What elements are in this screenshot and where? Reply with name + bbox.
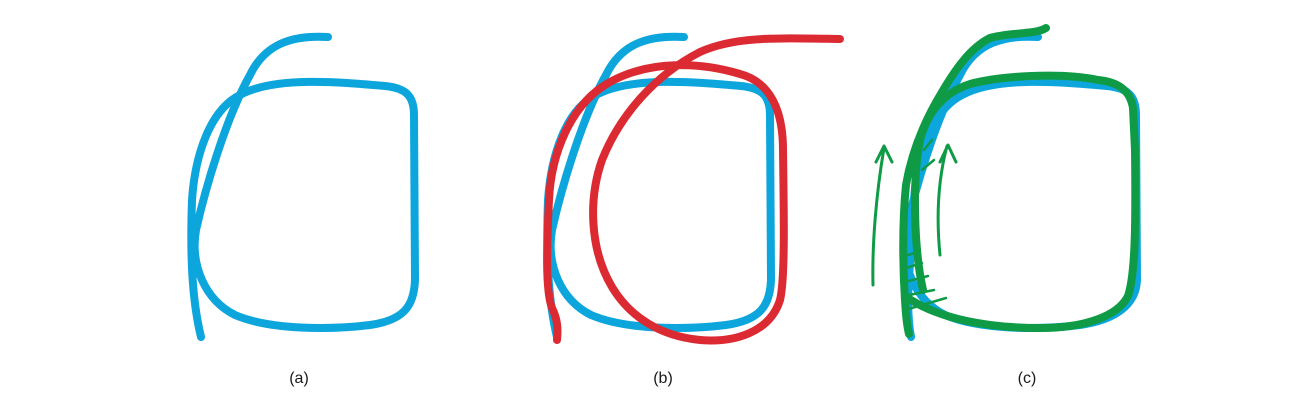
up-arrow-icon [871,146,886,287]
panel-b [543,32,844,345]
panel-c-direction-arrows [871,143,958,287]
caption-b: (b) [653,370,673,387]
panel-a-blue-stroke [187,32,419,341]
caption-c: (c) [1017,370,1037,387]
panel-c-hatching [902,138,948,312]
hatch-line [922,138,934,152]
up-arrow-icon [874,144,894,164]
hatch-line [920,158,936,172]
up-arrow-icon [938,143,958,164]
hatch-line [902,288,936,298]
caption-a: (a) [289,370,309,387]
panel-a [187,32,419,341]
panel-c-green-stroke [899,24,1140,338]
up-arrow-icon [936,144,949,257]
panel-c [871,24,1141,341]
panel-b-red-stroke [543,34,844,345]
